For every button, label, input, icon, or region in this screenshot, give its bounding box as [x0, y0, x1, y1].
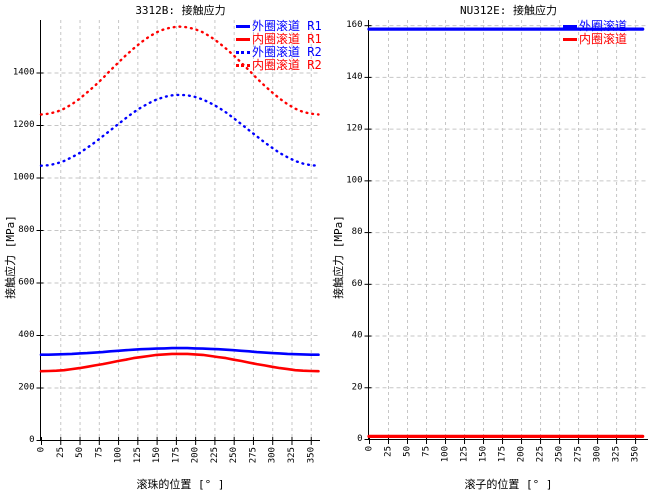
chart1-legend-entry-3: 外圈滚道 R2: [236, 46, 322, 59]
chart1-y-tick-label: 800: [18, 225, 34, 235]
chart1-y-tick-label: 1000: [13, 173, 35, 183]
chart1-legend-entry-4: 内圈滚道 R2: [236, 59, 322, 72]
chart2-legend-entry-2: 内圈滚道: [563, 33, 627, 46]
chart2-y-tick-label: 120: [346, 124, 362, 134]
chart2-x-tick-label: 50: [403, 446, 413, 457]
chart1-x-tick-label: 100: [114, 447, 124, 463]
chart1-x-tick-label: 75: [94, 447, 104, 458]
chart1-x-tick-label: 175: [171, 447, 181, 463]
chart1-y-tick-label: 0: [29, 435, 34, 445]
chart1-series-1-line: [39, 346, 320, 357]
chart2-x-tick-label: 350: [631, 446, 641, 462]
chart1-xaxis-label: 滚珠的位置 [° ]: [136, 478, 225, 491]
chart1-legend-entry-2: 内圈滚道 R1: [236, 33, 322, 46]
chart1-legend-entry-1: 外圈滚道 R1: [236, 20, 322, 33]
chart2-x-tick-label: 100: [441, 446, 451, 462]
chart1-y-tick-label: 400: [18, 330, 34, 340]
chart1-x-tick-label: 325: [287, 447, 297, 463]
dotted-line-sample-icon: [236, 51, 250, 54]
chart1-yaxis-label: 接触应力 [MPa]: [4, 215, 17, 299]
chart1-x-tick-label: 0: [37, 447, 47, 452]
chart2-x-tick-label: 75: [422, 446, 432, 457]
chart1-y-tick-label: 600: [18, 278, 34, 288]
chart1-x-tick-label: 200: [191, 447, 201, 463]
chart1-title: 3312B: 接触应力: [135, 4, 226, 17]
solid-line-sample-icon: [236, 25, 250, 28]
solid-line-sample-icon: [236, 38, 250, 41]
chart2-y-tick-label: 0: [357, 434, 362, 444]
solid-line-sample-icon: [563, 38, 577, 41]
chart1-legend-label-4: 内圈滚道 R2: [252, 58, 322, 72]
chart1-x-tick-label: 125: [133, 447, 143, 463]
chart1-x-tick-label: 300: [268, 447, 278, 463]
chart1-legend: 外圈滚道 R1 内圈滚道 R1 外圈滚道 R2 内圈滚道 R2: [236, 20, 322, 72]
chart1-y-tick-label: 200: [18, 383, 34, 393]
chart1-y-tick-label: 1400: [13, 68, 35, 78]
chart2-x-tick-label: 225: [536, 446, 546, 462]
chart2-title: NU312E: 接触应力: [460, 4, 557, 17]
chart2-legend: 外圈滚道 内圈滚道: [563, 20, 627, 46]
chart2-legend-label-2: 内圈滚道: [579, 32, 628, 46]
chart1-x-tick-label: 25: [56, 447, 66, 458]
chart1-y-tick-label: 1200: [13, 120, 35, 130]
chart2-xaxis-label: 滚子的位置 [° ]: [464, 478, 553, 491]
chart2-yaxis-label: 接触应力 [MPa]: [332, 215, 345, 299]
chart2-y-tick-label: 100: [346, 175, 362, 185]
chart2-y-tick-label: 20: [352, 382, 363, 392]
chart2-x-tick-label: 250: [555, 446, 565, 462]
chart2-x-tick-label: 150: [479, 446, 489, 462]
chart2-x-tick-label: 175: [498, 446, 508, 462]
chart1-x-tick-label: 225: [210, 447, 220, 463]
chart1-x-tick-label: 350: [306, 447, 316, 463]
chart2-legend-entry-1: 外圈滚道: [563, 20, 627, 33]
chart2-x-tick-label: 0: [365, 446, 375, 451]
chart2-legend-label-1: 外圈滚道: [579, 19, 628, 33]
chart2-y-tick-label: 140: [346, 72, 362, 82]
dotted-line-sample-icon: [236, 64, 250, 67]
chart2-x-tick-label: 300: [593, 446, 603, 462]
chart1-x-tick-label: 150: [152, 447, 162, 463]
chart2-x-tick-label: 125: [460, 446, 470, 462]
chart1-x-tick-label: 250: [229, 447, 239, 463]
chart2-x-tick-label: 200: [517, 446, 527, 462]
chart2-y-tick-label: 40: [352, 331, 363, 341]
chart2-x-tick-label: 275: [574, 446, 584, 462]
chart1-series-2-line: [39, 352, 320, 373]
chart2-y-tick-label: 80: [352, 227, 363, 237]
chart2-y-tick-label: 160: [346, 20, 362, 30]
chart1-x-tick-label: 275: [248, 447, 258, 463]
chart1-series-4-line: [39, 25, 320, 116]
chart2-y-tick-label: 60: [352, 279, 363, 289]
solid-line-sample-icon: [563, 25, 577, 28]
chart1-legend-label-2: 内圈滚道 R1: [252, 32, 322, 46]
chart2-x-tick-label: 325: [612, 446, 622, 462]
chart1-x-tick-label: 50: [75, 447, 85, 458]
chart1-series-3-line: [39, 93, 320, 167]
chart2-x-tick-label: 25: [384, 446, 394, 457]
chart1-legend-label-1: 外圈滚道 R1: [252, 19, 322, 33]
chart1-legend-label-3: 外圈滚道 R2: [252, 45, 322, 59]
